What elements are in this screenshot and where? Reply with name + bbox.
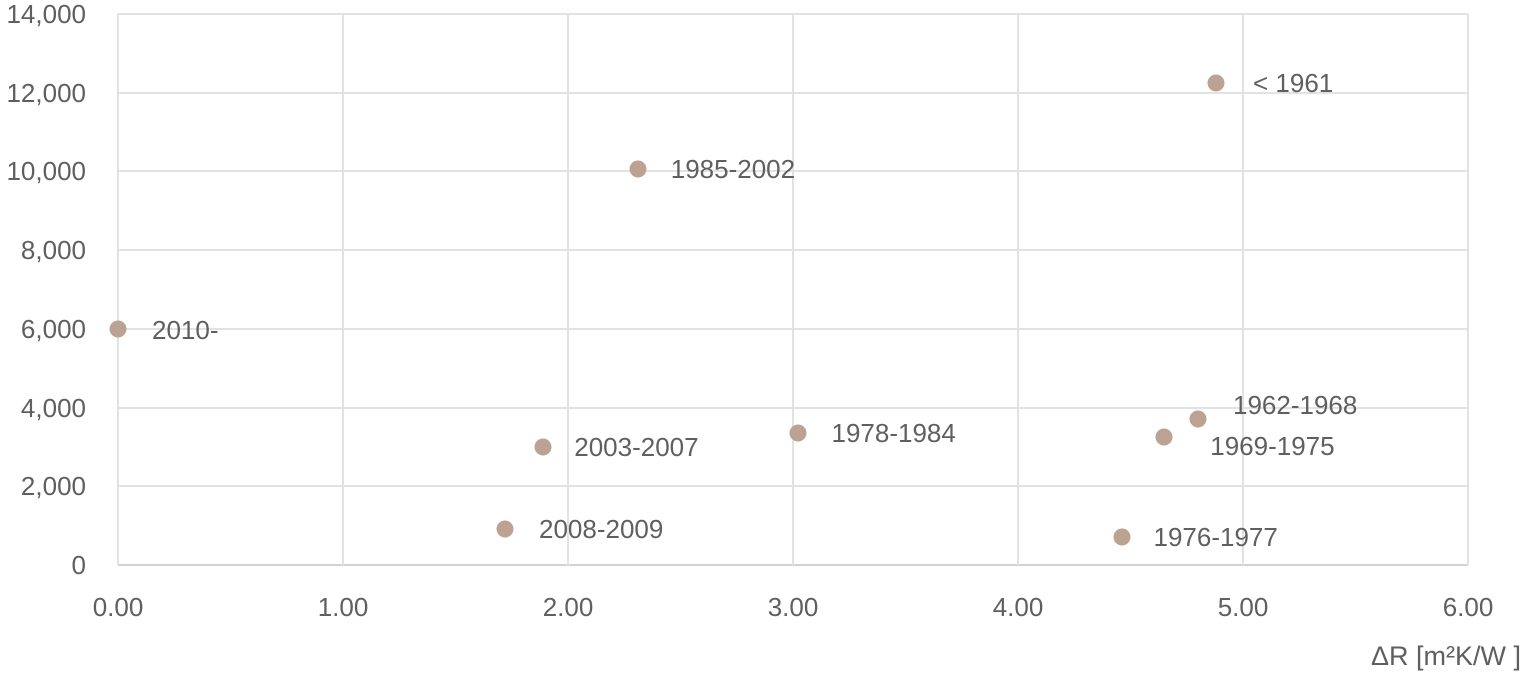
x-tick-label: 4.00 xyxy=(992,592,1044,622)
data-point xyxy=(534,438,552,456)
data-point-label: 1969-1975 xyxy=(1210,431,1335,462)
x-tick-label: 2.00 xyxy=(542,592,594,622)
data-point xyxy=(109,320,127,338)
v-gridline xyxy=(117,14,119,565)
data-point xyxy=(1207,74,1225,92)
data-point-label: 1962-1968 xyxy=(1233,390,1358,421)
y-tick-label: 2,000 xyxy=(20,471,86,502)
data-point xyxy=(496,520,514,538)
v-gridline xyxy=(1242,14,1244,565)
x-axis-title: ΔR [m²K/W ] xyxy=(1370,641,1521,671)
data-point-label: 2010- xyxy=(152,314,219,345)
x-tick-label: 3.00 xyxy=(767,592,819,622)
x-tick-label: 5.00 xyxy=(1217,592,1269,622)
x-tick-label: 1.00 xyxy=(317,592,369,622)
y-tick-label: 0 xyxy=(71,550,86,580)
x-tick-label: 0.00 xyxy=(92,592,144,622)
y-tick-label: 10,000 xyxy=(6,156,86,187)
x-tick-label: 6.00 xyxy=(1442,592,1494,622)
v-gridline xyxy=(567,14,569,565)
data-point xyxy=(1155,428,1173,446)
y-tick-label: 6,000 xyxy=(20,313,86,344)
y-tick-label: 4,000 xyxy=(20,392,86,423)
data-point-label: 1985-2002 xyxy=(670,154,796,185)
v-gridline xyxy=(1017,14,1019,565)
y-tick-label: 14,000 xyxy=(6,0,86,29)
y-tick-label: 12,000 xyxy=(6,77,86,108)
data-point xyxy=(789,424,806,442)
v-gridline xyxy=(792,14,794,565)
data-point xyxy=(629,160,647,178)
data-point-label: 2003-2007 xyxy=(574,431,699,462)
data-point xyxy=(1189,410,1207,428)
x-axis-line xyxy=(118,564,1468,566)
y-tick-label: 8,000 xyxy=(20,235,86,266)
data-point-label: 1976-1977 xyxy=(1153,522,1278,553)
data-point xyxy=(1113,528,1130,546)
data-point-label: 2008-2009 xyxy=(539,513,664,544)
data-point-label: 1978-1984 xyxy=(831,418,956,449)
v-gridline xyxy=(1467,14,1469,565)
data-point-label: < 1961 xyxy=(1253,67,1334,98)
v-gridline xyxy=(342,14,344,565)
